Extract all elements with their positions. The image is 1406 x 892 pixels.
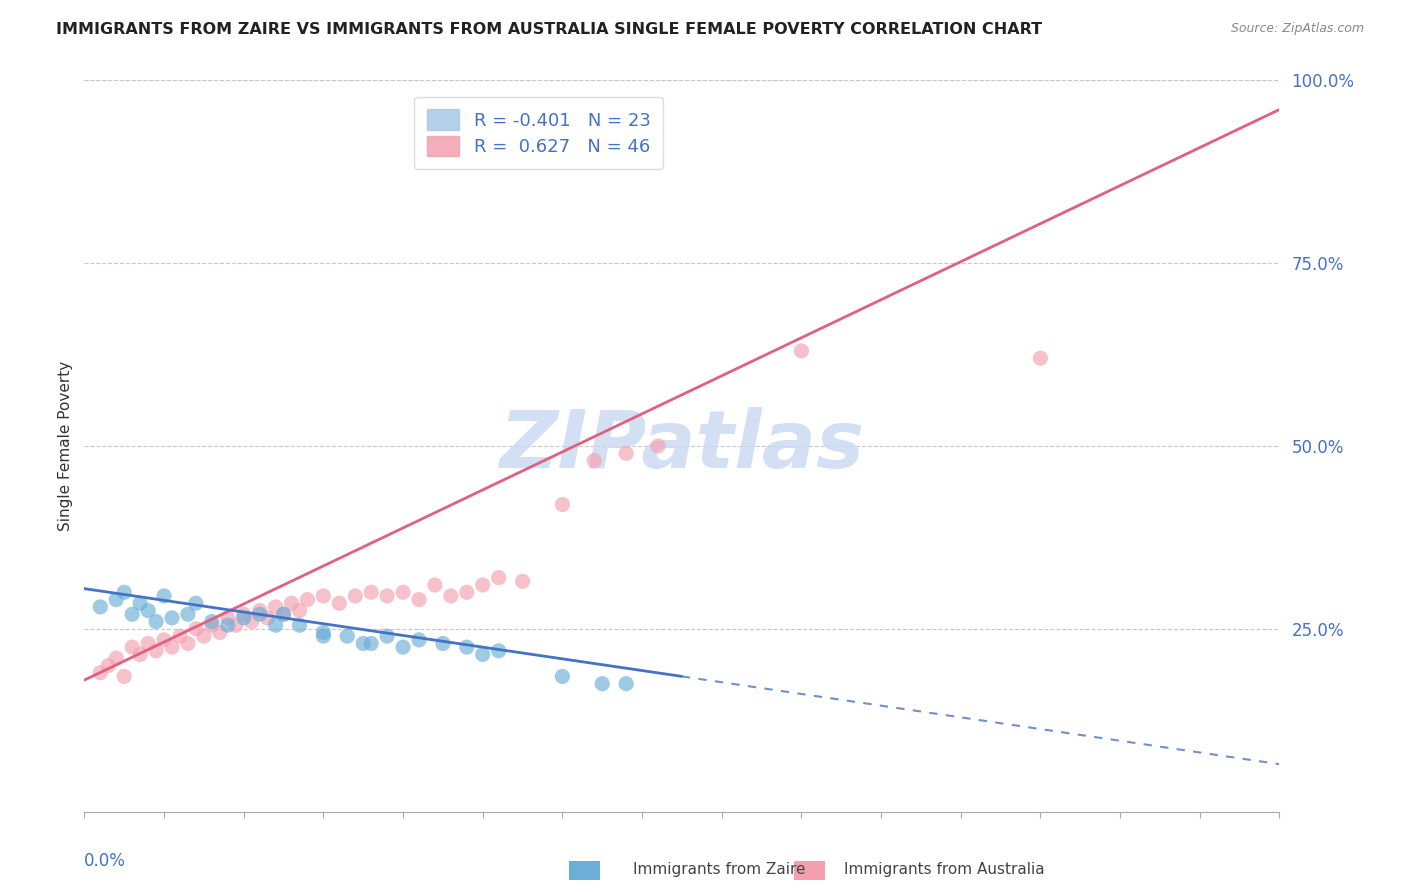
Point bbox=[423, 578, 446, 592]
Point bbox=[790, 343, 813, 358]
Point bbox=[375, 629, 398, 643]
Point bbox=[225, 618, 247, 632]
Point bbox=[512, 574, 534, 589]
Point bbox=[614, 676, 637, 690]
Point bbox=[105, 592, 128, 607]
Point bbox=[89, 599, 111, 614]
Point bbox=[145, 644, 167, 658]
Point bbox=[177, 636, 200, 650]
Point bbox=[583, 453, 606, 467]
Text: Immigrants from Australia: Immigrants from Australia bbox=[844, 863, 1045, 877]
Point bbox=[129, 596, 152, 610]
Point bbox=[97, 658, 120, 673]
Point bbox=[312, 589, 335, 603]
Point bbox=[89, 665, 111, 680]
Text: 0.0%: 0.0% bbox=[84, 852, 127, 870]
Point bbox=[591, 676, 613, 690]
Point bbox=[177, 607, 200, 622]
Point bbox=[392, 640, 415, 655]
Point bbox=[256, 611, 278, 625]
Point bbox=[471, 578, 494, 592]
Point bbox=[184, 622, 207, 636]
Y-axis label: Single Female Poverty: Single Female Poverty bbox=[58, 361, 73, 531]
Point bbox=[232, 611, 254, 625]
Point bbox=[121, 640, 143, 655]
Text: Source: ZipAtlas.com: Source: ZipAtlas.com bbox=[1230, 22, 1364, 36]
Point bbox=[249, 603, 271, 617]
Point bbox=[375, 589, 398, 603]
Point bbox=[264, 618, 287, 632]
Point bbox=[488, 571, 510, 585]
Point bbox=[647, 439, 669, 453]
Point bbox=[193, 629, 215, 643]
Point bbox=[432, 636, 454, 650]
Point bbox=[201, 618, 224, 632]
Point bbox=[614, 446, 637, 460]
Point bbox=[360, 636, 382, 650]
Point bbox=[328, 596, 350, 610]
Text: IMMIGRANTS FROM ZAIRE VS IMMIGRANTS FROM AUSTRALIA SINGLE FEMALE POVERTY CORRELA: IMMIGRANTS FROM ZAIRE VS IMMIGRANTS FROM… bbox=[56, 22, 1042, 37]
Point bbox=[344, 589, 367, 603]
Point bbox=[184, 596, 207, 610]
Point bbox=[129, 648, 152, 662]
Text: ZIPatlas: ZIPatlas bbox=[499, 407, 865, 485]
Point bbox=[312, 625, 335, 640]
Point bbox=[440, 589, 463, 603]
Point bbox=[312, 629, 335, 643]
Point bbox=[360, 585, 382, 599]
Point bbox=[217, 618, 239, 632]
Point bbox=[392, 585, 415, 599]
Point bbox=[456, 640, 478, 655]
Point bbox=[240, 615, 263, 629]
Point bbox=[160, 611, 183, 625]
Point bbox=[217, 611, 239, 625]
Point bbox=[280, 596, 302, 610]
Point bbox=[169, 629, 191, 643]
Point bbox=[288, 618, 311, 632]
Point bbox=[264, 599, 287, 614]
Point bbox=[297, 592, 319, 607]
Point bbox=[136, 603, 159, 617]
Point bbox=[1029, 351, 1052, 366]
Point bbox=[145, 615, 167, 629]
Point bbox=[352, 636, 374, 650]
Point bbox=[408, 592, 430, 607]
Point bbox=[112, 669, 135, 683]
Point bbox=[201, 615, 224, 629]
Point bbox=[105, 651, 128, 665]
Point bbox=[153, 589, 176, 603]
Point bbox=[456, 585, 478, 599]
Point bbox=[160, 640, 183, 655]
Point bbox=[112, 585, 135, 599]
Point bbox=[471, 648, 494, 662]
Point bbox=[273, 607, 295, 622]
Point bbox=[288, 603, 311, 617]
Legend: R = -0.401   N = 23, R =  0.627   N = 46: R = -0.401 N = 23, R = 0.627 N = 46 bbox=[413, 96, 664, 169]
Point bbox=[208, 625, 231, 640]
Point bbox=[232, 607, 254, 622]
Point bbox=[153, 632, 176, 647]
Point bbox=[273, 607, 295, 622]
Point bbox=[408, 632, 430, 647]
Point bbox=[336, 629, 359, 643]
Point bbox=[488, 644, 510, 658]
Point bbox=[249, 607, 271, 622]
Point bbox=[551, 498, 574, 512]
Text: Immigrants from Zaire: Immigrants from Zaire bbox=[633, 863, 806, 877]
Point bbox=[136, 636, 159, 650]
Point bbox=[551, 669, 574, 683]
Point bbox=[121, 607, 143, 622]
